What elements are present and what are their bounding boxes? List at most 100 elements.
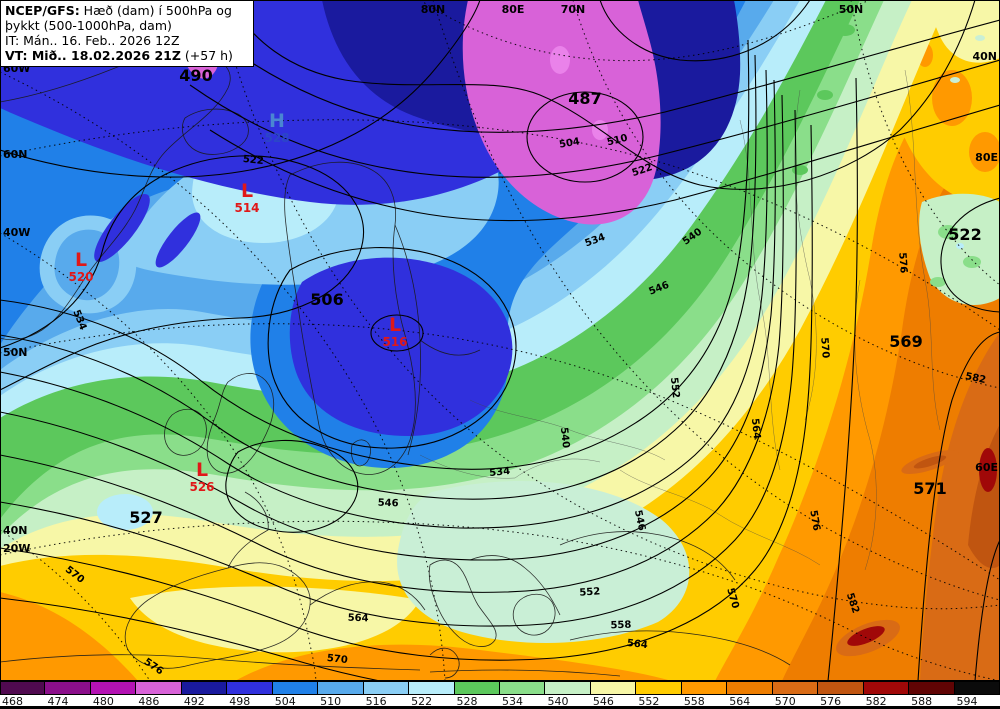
legend-value-label: 594 [956,695,978,708]
legend-value-label: 498 [229,695,251,708]
legend-color-block [953,681,1000,695]
legend-value-label: 558 [683,695,705,708]
legend-color-block [44,681,91,695]
legend-value-label: 468 [2,695,23,708]
contour-label: 570 [818,337,830,359]
height-contours [0,0,1000,681]
legend-value-label: 582 [865,695,887,708]
contour-label: 576 [896,252,908,274]
contour-label: 564 [347,613,368,625]
legend-color-block [135,681,182,695]
contour-label: 564 [626,638,648,651]
contour-label: 564 [749,418,762,440]
field-value-label: 571 [913,479,946,498]
legend-value-label: 570 [774,695,796,708]
contour-label: 582 [964,371,987,386]
low-center-value: 526 [189,480,214,494]
low-center-symbol: L [196,459,208,481]
contour-label: 558 [610,620,631,632]
legend-value-label: 564 [729,695,751,708]
legend-color-block [317,681,364,695]
graticule-edge-label: 50N [839,3,864,16]
field-value-label: 527 [129,508,162,527]
valid-time: VT: Mið.. 18.02.2026 21Z (+57 h) [5,48,233,63]
low-center-value: 514 [234,201,259,215]
legend-value-label: 576 [820,695,842,708]
legend-value-label: 480 [92,695,114,708]
field-value-label: 490 [179,66,212,85]
graticule-edge-label: 40N [972,50,997,63]
legend-color-block [499,681,546,695]
legend-color-block [226,681,273,695]
field-value-label: 487 [568,89,601,108]
legend-color-block [453,681,500,695]
contour-label: 510 [606,133,629,149]
legend-value-label: 528 [456,695,478,708]
legend-value-label: 522 [411,695,433,708]
low-center-value: 516 [382,335,407,349]
legend-value-label: 504 [274,695,296,708]
legend-value-label: 540 [547,695,569,708]
legend-color-block [726,681,773,695]
graticule-edge-label: 80E [975,151,998,164]
legend-color-block [589,681,637,695]
legend-value-label: 546 [592,695,614,708]
low-center-symbol: L [241,180,253,202]
legend-color-block [0,681,46,695]
low-center-symbol: L [75,249,87,271]
legend-color-block [862,681,910,695]
thickness-height-map: H528L514L520L516L52649048750652752256957… [0,0,1000,681]
contour-label: 534 [489,466,511,479]
legend-color-block [817,681,864,695]
low-center-symbol: L [389,314,401,336]
legend-color-block [680,681,728,695]
field-value-label: 522 [948,225,981,244]
legend-value-label: 492 [183,695,205,708]
legend-bar: 468 474 480 486 492 498 504 510 516 522 528 534 540 5… [0,681,1000,709]
info-box: NCEP/GFS: Hæð (dam) í 500hPa og þykkt (5… [0,0,254,67]
contour-label: 504 [558,136,581,150]
legend-value-label: 534 [502,695,523,708]
map-labels: H528L514L520L516L52649048750652752256957… [3,3,998,677]
legend-value-label: 510 [320,695,342,708]
graticule-edge-label: 20W [3,542,30,555]
legend-color-block [408,681,455,695]
contour-label: 546 [632,509,647,532]
field-value-label: 569 [889,332,922,351]
graticule-edge-label: 70N [561,3,586,16]
high-center-value: 528 [264,131,289,145]
legend-bottom-rule [0,706,1000,709]
legend-value-label: 516 [365,695,387,708]
legend-color-block [544,681,591,695]
graticule-lines [0,0,1000,681]
graticule-edge-label: 40W [3,226,30,239]
contour-label: 570 [326,653,348,666]
contour-label: 540 [558,427,571,449]
low-center-value: 520 [68,270,93,284]
graticule-edge-label: 50N [3,346,28,359]
legend-color-block [271,681,319,695]
graticule-edge-label: 80E [502,3,525,16]
contour-label: 546 [377,498,398,510]
legend-color-block [771,681,819,695]
init-time: IT: Mán.. 16. Feb.. 2026 12Z [5,33,180,48]
graticule-edge-label: 60E [975,461,998,474]
contour-label: 576 [807,509,821,532]
legend-value-label: 552 [638,695,660,708]
legend-value-label: 588 [911,695,933,708]
graticule-edge-label: 80N [421,3,446,16]
contour-label: 522 [242,154,264,167]
border-lines [419,69,941,571]
legend-color-block [908,681,955,695]
contour-label: 552 [668,377,681,399]
high-center-symbol: H [269,110,285,132]
legend-color-block [635,681,682,695]
legend-value-label: 486 [138,695,160,708]
contour-label: 552 [579,586,601,598]
legend-value-label: 474 [47,695,69,708]
legend-color-block [89,681,137,695]
graticule-edge-label: 60N [3,148,28,161]
graticule-edge-label: 40N [3,524,28,537]
legend-color-block [180,681,228,695]
